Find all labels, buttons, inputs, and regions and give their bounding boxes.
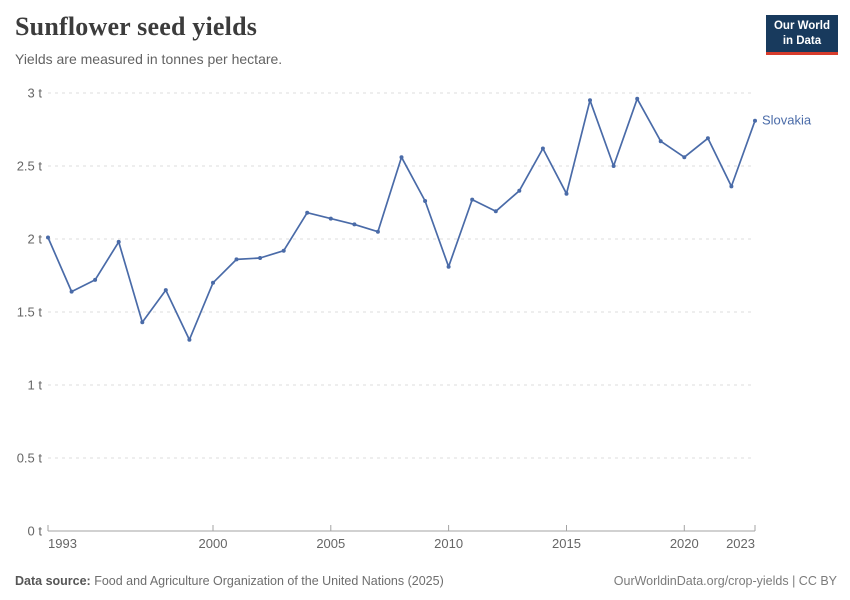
- data-point[interactable]: [588, 98, 592, 103]
- data-point[interactable]: [540, 146, 545, 151]
- y-tick-label: 3 t: [28, 86, 43, 101]
- x-tick-label: 2020: [670, 536, 699, 551]
- data-point[interactable]: [328, 216, 333, 221]
- data-point[interactable]: [352, 222, 357, 227]
- data-point[interactable]: [682, 155, 687, 160]
- y-tick-label: 1 t: [28, 378, 43, 393]
- x-tick-label: 2023: [726, 536, 755, 551]
- data-point[interactable]: [46, 235, 50, 240]
- data-point[interactable]: [116, 239, 121, 244]
- data-point[interactable]: [635, 96, 640, 101]
- y-tick-label: 1.5 t: [17, 305, 43, 320]
- x-tick-label: 2015: [552, 536, 581, 551]
- data-point[interactable]: [446, 264, 451, 269]
- data-source-text: Food and Agriculture Organization of the…: [94, 574, 444, 588]
- line-chart[interactable]: 0 t 0.5 t 1 t 1.5 t 2 t 2.5 t 3 t 1993 2000 2005 2…: [0, 0, 850, 560]
- data-point[interactable]: [305, 210, 310, 215]
- data-point[interactable]: [187, 337, 192, 342]
- x-tick-label: 2000: [199, 536, 228, 551]
- page-title: Sunflower seed yields: [15, 12, 258, 41]
- data-point[interactable]: [564, 191, 569, 196]
- data-point[interactable]: [163, 288, 168, 293]
- x-tick-label: 1993: [48, 536, 77, 551]
- data-point[interactable]: [281, 248, 286, 253]
- owid-logo-line1: Our World: [773, 20, 830, 32]
- y-tick-label: 2.5 t: [17, 159, 43, 174]
- chart-footer: Data source: Food and Agriculture Organi…: [15, 574, 837, 588]
- data-source-label: Data source:: [15, 574, 91, 588]
- data-point[interactable]: [729, 184, 734, 189]
- data-line[interactable]: [47, 97, 756, 341]
- credit-link[interactable]: OurWorldinData.org/crop-yields | CC BY: [613, 574, 837, 588]
- data-point[interactable]: [69, 289, 74, 294]
- x-tick-label: 2005: [316, 536, 345, 551]
- data-point[interactable]: [93, 277, 98, 282]
- y-tick-label: 2 t: [28, 232, 43, 247]
- data-point[interactable]: [753, 118, 757, 123]
- data-point[interactable]: [375, 229, 380, 234]
- data-point[interactable]: [470, 197, 475, 202]
- data-point[interactable]: [234, 257, 239, 262]
- data-point[interactable]: [658, 139, 663, 144]
- data-point[interactable]: [258, 256, 263, 260]
- data-point[interactable]: [705, 136, 710, 141]
- owid-logo-line2: in Data: [782, 34, 822, 47]
- data-point[interactable]: [211, 280, 215, 285]
- data-point[interactable]: [517, 188, 522, 193]
- data-point[interactable]: [611, 164, 616, 168]
- x-tick-label: 2010: [434, 536, 463, 551]
- y-tick-label: 0.5 t: [17, 451, 43, 466]
- data-source: Data source: Food and Agriculture Organi…: [15, 574, 444, 588]
- data-point[interactable]: [140, 320, 145, 325]
- y-tick-label: 0 t: [28, 524, 43, 539]
- owid-logo[interactable]: Our World in Data: [765, 15, 838, 55]
- chart-subtitle: Yields are measured in tonnes per hectar…: [15, 51, 283, 67]
- series-label[interactable]: Slovakia: [762, 113, 812, 128]
- data-point[interactable]: [493, 209, 498, 214]
- data-point[interactable]: [399, 155, 404, 160]
- data-point[interactable]: [423, 199, 428, 203]
